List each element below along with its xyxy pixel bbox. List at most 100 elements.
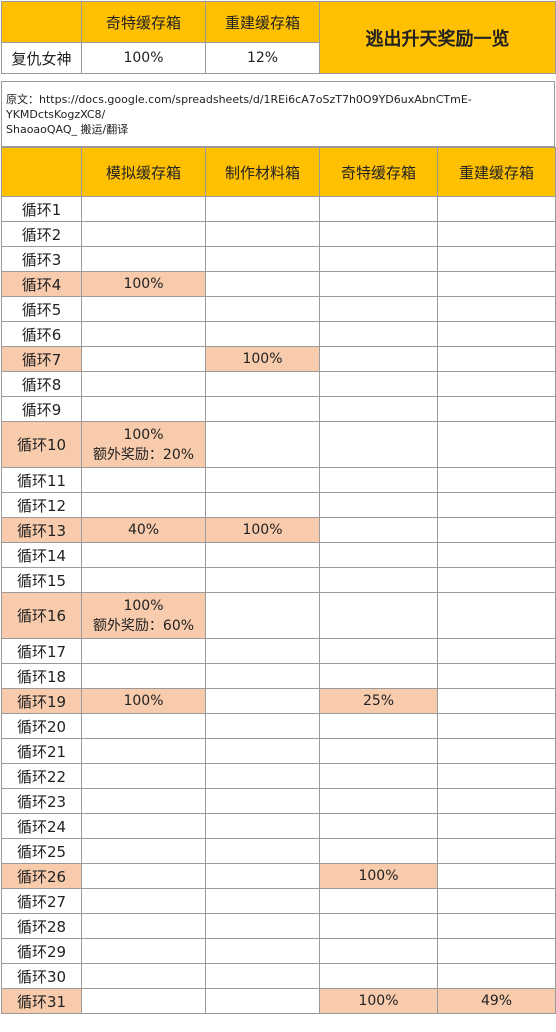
reward-cell [319,421,438,468]
reward-cell-line: 100% [123,426,164,443]
reward-cell [205,888,320,914]
reward-cell [205,321,320,347]
reward-cell [319,913,438,939]
table-row: 循环31 100% 49% [1,988,556,1014]
reward-cell [205,988,320,1014]
reward-cell [205,938,320,964]
reward-cell [81,913,206,939]
reward-cell [319,346,438,372]
cycle-label: 循环4 [1,271,82,297]
reward-cell [319,963,438,989]
reward-cell [437,271,556,297]
reward-cell [205,396,320,422]
reward-cell [319,517,438,543]
cycle-label: 循环5 [1,296,82,322]
reward-cell [205,788,320,814]
table-row: 循环3 [1,246,556,272]
table-row: 循环2 [1,221,556,247]
reward-cell [205,763,320,789]
reward-cell [319,296,438,322]
cycle-label: 循环14 [1,542,82,568]
cycle-label: 循环16 [1,592,82,639]
reward-cell [437,788,556,814]
reward-cell [437,713,556,739]
table-row: 循环22 [1,763,556,789]
reward-cell [205,421,320,468]
cycle-label: 循环25 [1,838,82,864]
reward-cell [437,688,556,714]
cycle-label: 循环31 [1,988,82,1014]
reward-cell [81,813,206,839]
reward-cell [437,346,556,372]
reward-cell [205,196,320,222]
reward-cell [205,638,320,664]
reward-cell [205,713,320,739]
table-row: 循环13 40% 100% [1,517,556,543]
reward-cell [81,567,206,593]
reward-cell [437,542,556,568]
reward-cell [81,296,206,322]
reward-cell [319,838,438,864]
reward-cell [81,371,206,397]
source-line-1: 原文：https://docs.google.com/spreadsheets/… [6,93,472,106]
reward-cell: 49% [437,988,556,1014]
cycle-label: 循环23 [1,788,82,814]
reward-cell [437,371,556,397]
cycle-label: 循环12 [1,492,82,518]
reward-cell: 40% [81,517,206,543]
table-row: 循环7 100% [1,346,556,372]
cycle-label: 循环13 [1,517,82,543]
reward-cell [205,492,320,518]
cycle-label: 循环6 [1,321,82,347]
table-row: 循环28 [1,913,556,939]
column-header: 制作材料箱 [205,147,320,197]
reward-cell [437,467,556,493]
reward-cell [205,738,320,764]
reward-cell [81,346,206,372]
reward-cell [205,863,320,889]
reward-cell [437,296,556,322]
table-row: 循环19 100% 25% [1,688,556,714]
reward-cell [81,492,206,518]
summary-header-2: 重建缓存箱 [205,1,320,43]
reward-cell [205,542,320,568]
table-row: 循环29 [1,938,556,964]
cycle-label: 循环17 [1,638,82,664]
cycle-label: 循环15 [1,567,82,593]
cycle-label: 循环11 [1,467,82,493]
reward-cell [437,396,556,422]
reward-cell [437,888,556,914]
reward-cell [437,567,556,593]
reward-cell-line: 额外奖励：20% [92,446,195,463]
reward-cell [319,467,438,493]
reward-cell [81,396,206,422]
reward-cell [81,542,206,568]
reward-cell: 100% 额外奖励：60% [81,592,206,639]
reward-cell [437,221,556,247]
reward-cell [437,863,556,889]
cycle-label: 循环22 [1,763,82,789]
reward-cell [205,467,320,493]
table-row: 循环11 [1,467,556,493]
table-row: 循环23 [1,788,556,814]
reward-cell: 100% [205,517,320,543]
reward-cell [205,221,320,247]
source-note: 原文：https://docs.google.com/spreadsheets/… [1,81,555,147]
reward-cell [437,838,556,864]
reward-cell [437,196,556,222]
cycle-label: 循环29 [1,938,82,964]
reward-cell [319,788,438,814]
reward-cell: 100% [81,688,206,714]
reward-cell [205,663,320,689]
table-row: 循环15 [1,567,556,593]
table-row: 循环6 [1,321,556,347]
reward-cell [81,738,206,764]
reward-cell [205,592,320,639]
reward-cell [319,738,438,764]
reward-cell [205,813,320,839]
reward-cell [205,271,320,297]
reward-cell [437,813,556,839]
reward-cell [81,988,206,1014]
reward-cell [437,492,556,518]
